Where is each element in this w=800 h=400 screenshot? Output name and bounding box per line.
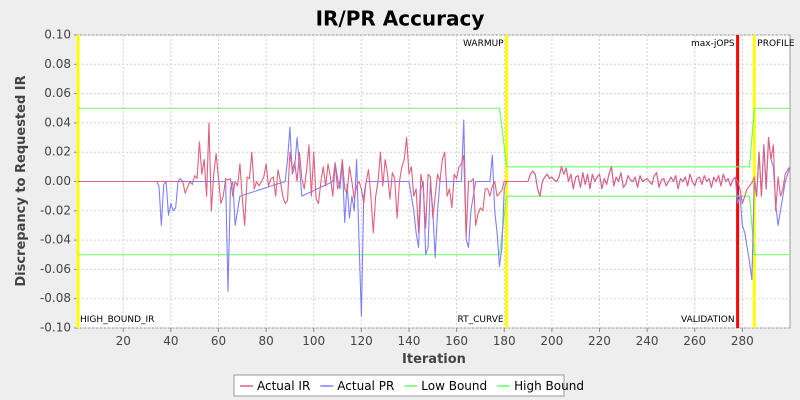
chart-title: IR/PR Accuracy (316, 7, 485, 31)
y-tick-label: -0.06 (40, 262, 71, 276)
legend-label-high-bound: High Bound (514, 379, 584, 393)
phase-marker-label: PROFILE (757, 39, 795, 49)
x-tick-label: 160 (445, 334, 468, 348)
series-line-low-bound (78, 195, 790, 256)
x-tick-label: 280 (731, 334, 754, 348)
series-line-high-bound (78, 107, 790, 168)
y-tick-label: -0.04 (40, 233, 71, 247)
phase-marker-label: RT_CURVE (458, 315, 504, 325)
x-tick-label: 200 (540, 334, 563, 348)
phase-marker-label: HIGH_BOUND_IR (80, 315, 154, 325)
phase-marker-labels: HIGH_BOUND_IR WARMUP RT_CURVE max-jOPS VALID… (80, 39, 795, 325)
legend-label-actual-pr: Actual PR (337, 379, 394, 393)
series-line-actual-ir (78, 122, 791, 238)
x-tick-label: 180 (493, 334, 516, 348)
y-axis-label: Discrepancy to Requested IR (14, 75, 29, 286)
y-tick-label: 0.04 (44, 115, 71, 129)
legend-label-actual-ir: Actual IR (257, 379, 310, 393)
y-tick-label: -0.02 (40, 203, 71, 217)
x-tick-label: 120 (350, 334, 373, 348)
x-tick-label: 220 (588, 334, 611, 348)
x-tick-label: 80 (258, 334, 273, 348)
x-axis-label: Iteration (402, 352, 466, 367)
x-tick-label: 260 (683, 334, 706, 348)
y-tick-label: -0.08 (40, 291, 71, 305)
phase-marker-label: VALIDATION (681, 315, 735, 325)
legend-label-low-bound: Low Bound (421, 379, 487, 393)
x-tick-label: 100 (302, 334, 325, 348)
x-tick-label: 240 (636, 334, 659, 348)
y-tick-label: 0.08 (44, 57, 71, 71)
y-tick-label: 0.10 (44, 28, 71, 42)
phase-marker-label: WARMUP (463, 39, 504, 49)
legend-box (233, 374, 565, 397)
series-lines (78, 107, 791, 317)
x-tick-label: 40 (163, 334, 178, 348)
x-tick-label: 20 (116, 334, 131, 348)
y-tick-label: 0.00 (44, 174, 71, 188)
x-tick-label: 140 (398, 334, 421, 348)
grid (78, 34, 790, 329)
y-tick-label: 0.06 (44, 86, 71, 100)
legend: Actual IR Actual PR Low Bound High Bound (233, 374, 584, 397)
y-tick-label: -0.10 (40, 321, 71, 335)
x-axis-ticks: 20 40 60 80 100 120 140 160 180 200 220 240 260 280 (116, 328, 754, 348)
y-tick-label: 0.02 (44, 145, 71, 159)
y-axis-ticks: -0.10 -0.08 -0.06 -0.04 -0.02 0.00 0.02 0.04 0.0… (40, 28, 78, 335)
x-tick-label: 60 (211, 334, 226, 348)
phase-marker-label: max-jOPS (691, 39, 735, 49)
